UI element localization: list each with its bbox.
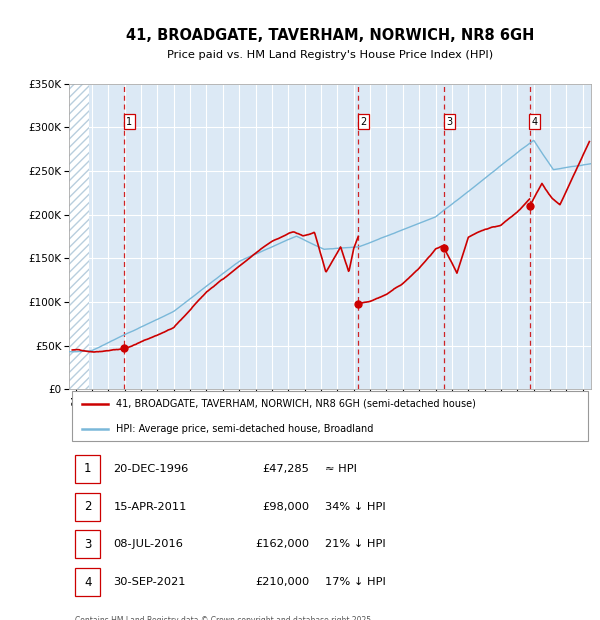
Text: 4: 4 <box>84 575 92 588</box>
Bar <box>69 84 89 389</box>
Text: 30-SEP-2021: 30-SEP-2021 <box>113 577 186 587</box>
FancyBboxPatch shape <box>75 493 100 521</box>
Text: 2: 2 <box>84 500 92 513</box>
Text: HPI: Average price, semi-detached house, Broadland: HPI: Average price, semi-detached house,… <box>116 424 373 434</box>
Text: 21% ↓ HPI: 21% ↓ HPI <box>325 539 386 549</box>
Text: £98,000: £98,000 <box>262 502 309 512</box>
Text: 08-JUL-2016: 08-JUL-2016 <box>113 539 183 549</box>
Text: 1: 1 <box>84 463 92 476</box>
Text: 3: 3 <box>84 538 91 551</box>
Text: 2: 2 <box>361 117 367 126</box>
Text: 4: 4 <box>532 117 538 126</box>
Text: 15-APR-2011: 15-APR-2011 <box>113 502 187 512</box>
Text: 1: 1 <box>126 117 132 126</box>
Text: Contains HM Land Registry data © Crown copyright and database right 2025.
This d: Contains HM Land Registry data © Crown c… <box>75 616 374 620</box>
Text: £210,000: £210,000 <box>255 577 309 587</box>
FancyBboxPatch shape <box>75 531 100 559</box>
FancyBboxPatch shape <box>75 568 100 596</box>
FancyBboxPatch shape <box>71 391 589 441</box>
Text: 17% ↓ HPI: 17% ↓ HPI <box>325 577 386 587</box>
Text: 41, BROADGATE, TAVERHAM, NORWICH, NR8 6GH: 41, BROADGATE, TAVERHAM, NORWICH, NR8 6G… <box>126 29 534 43</box>
Text: ≈ HPI: ≈ HPI <box>325 464 357 474</box>
Text: £47,285: £47,285 <box>262 464 309 474</box>
FancyBboxPatch shape <box>75 455 100 483</box>
Text: 34% ↓ HPI: 34% ↓ HPI <box>325 502 386 512</box>
Text: 20-DEC-1996: 20-DEC-1996 <box>113 464 188 474</box>
Text: 3: 3 <box>446 117 452 126</box>
Text: 41, BROADGATE, TAVERHAM, NORWICH, NR8 6GH (semi-detached house): 41, BROADGATE, TAVERHAM, NORWICH, NR8 6G… <box>116 399 476 409</box>
Text: £162,000: £162,000 <box>255 539 309 549</box>
Text: Price paid vs. HM Land Registry's House Price Index (HPI): Price paid vs. HM Land Registry's House … <box>167 50 493 60</box>
